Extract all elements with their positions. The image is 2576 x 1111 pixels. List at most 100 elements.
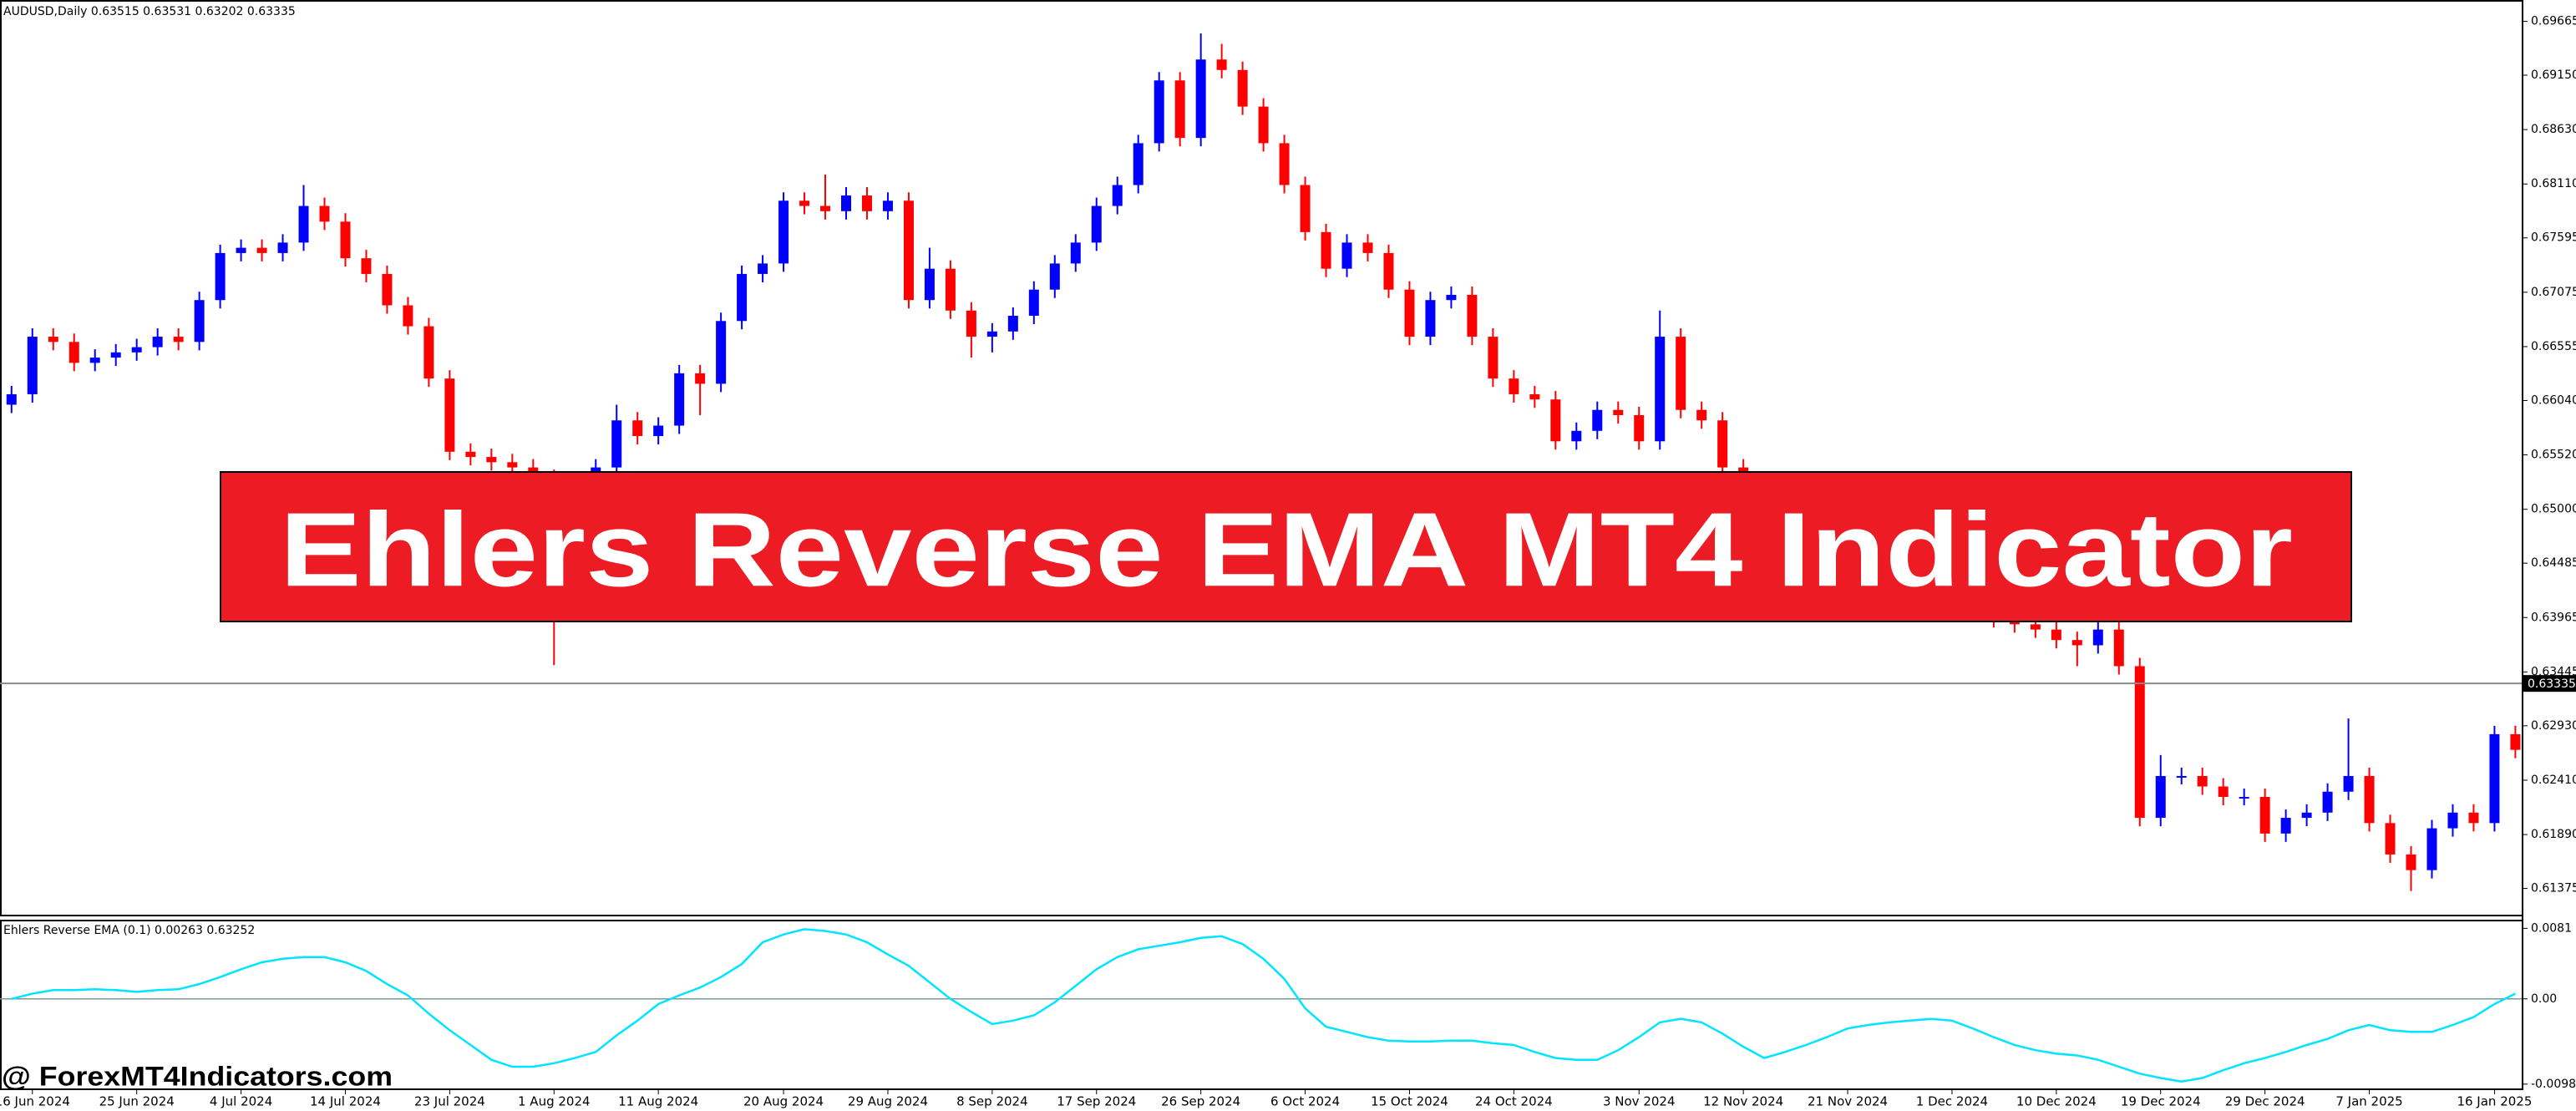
x-tick-label: 26 Sep 2024 — [1161, 1094, 1240, 1109]
candle-body — [632, 420, 643, 437]
candle-body — [2280, 818, 2291, 834]
candle-body — [1216, 59, 1227, 70]
last-price-box — [2523, 675, 2576, 692]
candle-body — [2259, 797, 2270, 834]
x-tick-label: 7 Jan 2025 — [2335, 1094, 2402, 1109]
candle-body — [403, 305, 413, 327]
candle-body — [1237, 69, 1248, 107]
candle-body — [799, 200, 810, 206]
y-tick-label: 0.68110 — [2531, 177, 2576, 190]
y-tick-label: 0.63965 — [2531, 611, 2576, 624]
y-tick-label: 0.00 — [2531, 992, 2557, 1006]
candle-body — [2071, 640, 2082, 646]
candle-body — [1425, 300, 1436, 337]
candle-body — [507, 462, 518, 468]
y-tick-label: 0.65520 — [2531, 449, 2576, 462]
candle-body — [236, 247, 246, 253]
x-tick-label: 29 Aug 2024 — [848, 1094, 928, 1109]
banner-title: Ehlers Reverse EMA MT4 Indicator — [280, 490, 2293, 608]
candle-body — [465, 451, 476, 458]
x-tick-label: 29 Dec 2024 — [2225, 1094, 2305, 1109]
candle-body — [611, 420, 622, 468]
candle-body — [298, 205, 309, 243]
x-tick-label: 25 Jun 2024 — [99, 1094, 175, 1109]
candle-body — [2113, 629, 2124, 667]
candle-body — [778, 200, 789, 264]
candle-body — [1571, 430, 1582, 442]
candle-body — [1258, 106, 1269, 144]
candle-body — [382, 273, 393, 306]
candle-body — [653, 425, 664, 437]
candle-body — [2406, 854, 2416, 870]
x-tick-label: 1 Dec 2024 — [1916, 1094, 1988, 1109]
candle-body — [2197, 775, 2208, 787]
candle-body — [444, 378, 455, 452]
candle-body — [2301, 812, 2312, 819]
x-tick-label: 11 Aug 2024 — [618, 1094, 698, 1109]
candle-body — [1133, 143, 1143, 185]
x-tick-label: 8 Sep 2024 — [956, 1094, 1028, 1109]
candle-body — [2051, 629, 2061, 641]
candle-body — [2447, 812, 2458, 829]
x-tick-label: 20 Aug 2024 — [743, 1094, 824, 1109]
candle-body — [2218, 786, 2229, 798]
candle-body — [2489, 733, 2500, 824]
y-tick-label: 0.61375 — [2531, 882, 2576, 895]
candle-body — [48, 337, 58, 342]
indicator-line — [11, 928, 2516, 1083]
candle-body — [1321, 231, 1331, 269]
candle-body — [1488, 337, 1498, 379]
candle-body — [1529, 393, 1540, 400]
x-tick-label: 1 Aug 2024 — [518, 1094, 591, 1109]
y-tick-label: -0.0098 — [2531, 1078, 2576, 1091]
candle-body — [423, 326, 434, 379]
candle-body — [966, 310, 976, 337]
x-tick-label: 24 Oct 2024 — [1475, 1094, 1553, 1109]
x-tick-label: 17 Sep 2024 — [1057, 1094, 1136, 1109]
y-tick-label: 0.61890 — [2531, 828, 2576, 841]
y-tick-label: 0.62930 — [2531, 719, 2576, 733]
candle-body — [152, 337, 163, 348]
panel-title: AUDUSD,Daily 0.63515 0.63531 0.63202 0.6… — [3, 5, 296, 18]
candle-body — [194, 300, 205, 342]
candle-body — [1383, 252, 1394, 290]
x-tick-label: 19 Dec 2024 — [2121, 1094, 2201, 1109]
candle-body — [319, 205, 330, 222]
candle-body — [2176, 775, 2187, 778]
panel-title: Ehlers Reverse EMA (0.1) 0.00263 0.63252 — [3, 924, 255, 937]
candle-body — [173, 337, 184, 342]
candle-body — [903, 200, 914, 301]
candle-body — [2030, 624, 2041, 630]
candle-body — [89, 358, 100, 363]
x-tick-label: 15 Oct 2024 — [1371, 1094, 1448, 1109]
candle-body — [1049, 263, 1060, 290]
x-tick-label: 16 Jun 2024 — [0, 1094, 70, 1109]
candle-body — [215, 252, 226, 301]
y-tick-label: 0.65000 — [2531, 503, 2576, 516]
y-tick-label: 0.68630 — [2531, 123, 2576, 136]
x-tick-label: 16 Jan 2025 — [2457, 1094, 2532, 1109]
candle-body — [2385, 823, 2396, 855]
candle-body — [1717, 420, 1728, 468]
candle-body — [861, 195, 872, 211]
y-tick-label: 0.62410 — [2531, 774, 2576, 787]
candle-body — [277, 242, 288, 253]
candle-body — [1446, 294, 1457, 301]
candle-body — [737, 273, 748, 322]
candle-body — [2343, 775, 2354, 792]
candle-body — [841, 195, 851, 211]
candle-body — [2155, 775, 2166, 819]
candle-body — [1655, 337, 1666, 442]
candle-body — [674, 373, 685, 426]
y-tick-label: 0.67595 — [2531, 231, 2576, 245]
x-tick-label: 23 Jul 2024 — [414, 1094, 485, 1109]
x-tick-label: 10 Dec 2024 — [2016, 1094, 2097, 1109]
candle-body — [882, 200, 893, 211]
candle-body — [1007, 316, 1018, 332]
candle-body — [1592, 409, 1603, 431]
candle-body — [716, 321, 727, 384]
candle-body — [1195, 59, 1206, 139]
candle-body — [1404, 289, 1415, 337]
candle-body — [924, 268, 935, 301]
watermark: @ ForexMT4Indicators.com — [2, 1061, 393, 1091]
